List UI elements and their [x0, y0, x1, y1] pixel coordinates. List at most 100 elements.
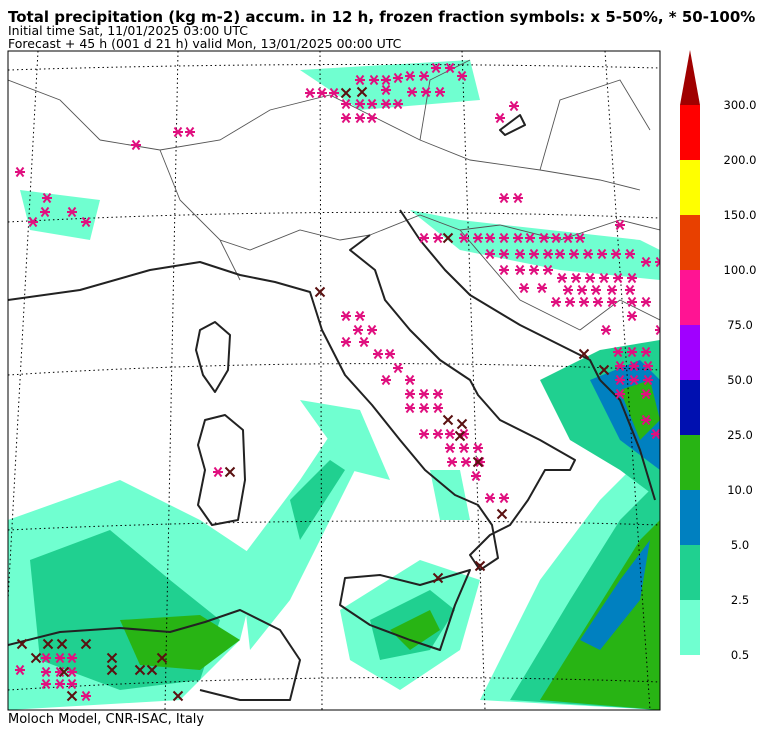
star-symbol	[405, 70, 415, 82]
star-symbol	[641, 256, 651, 268]
star-symbol	[421, 86, 431, 98]
star-symbol	[543, 248, 553, 260]
colorbar: 300.0 200.0 150.0 100.0 75.0 50.0 25.0 10.0 5.0 2…	[680, 50, 756, 662]
star-symbol	[627, 272, 637, 284]
colorbar-segment	[680, 600, 700, 655]
star-symbol	[495, 112, 505, 124]
star-symbol	[431, 62, 441, 74]
colorbar-segment	[680, 545, 700, 600]
star-symbol	[385, 348, 395, 360]
star-symbol	[15, 664, 25, 676]
colorbar-label: 5.0	[731, 538, 749, 552]
star-symbol	[41, 678, 51, 690]
star-symbol	[329, 87, 339, 99]
star-symbol	[485, 492, 495, 504]
star-symbol	[607, 296, 617, 308]
star-symbol	[15, 166, 25, 178]
star-symbol	[317, 87, 327, 99]
x-symbol	[134, 664, 146, 676]
star-symbol	[641, 414, 651, 426]
star-symbol	[213, 466, 223, 478]
star-symbol	[551, 296, 561, 308]
star-symbol	[55, 678, 65, 690]
star-symbol	[67, 666, 77, 678]
star-symbol	[651, 428, 660, 440]
star-symbol	[405, 374, 415, 386]
star-symbol	[42, 192, 52, 204]
x-symbol	[42, 638, 54, 650]
star-symbol	[407, 86, 417, 98]
star-symbol	[641, 346, 651, 358]
star-symbol	[613, 346, 623, 358]
star-symbol	[519, 282, 529, 294]
title: Total precipitation (kg m-2) accum. in 1…	[8, 8, 755, 26]
star-symbol	[341, 310, 351, 322]
colorbar-segment	[680, 270, 700, 325]
star-symbol	[459, 442, 469, 454]
colorbar-segment	[680, 325, 700, 380]
footer: Moloch Model, CNR-ISAC, Italy	[8, 712, 204, 727]
star-symbol	[557, 272, 567, 284]
star-symbol	[563, 232, 573, 244]
star-symbol	[341, 98, 351, 110]
star-symbol	[341, 112, 351, 124]
coastlines	[8, 114, 656, 701]
star-symbol	[543, 264, 553, 276]
star-symbol	[461, 456, 471, 468]
star-symbol	[67, 678, 77, 690]
star-symbol	[615, 360, 625, 372]
x-symbol	[224, 466, 236, 478]
x-symbol	[456, 418, 468, 430]
star-symbol	[433, 388, 443, 400]
star-symbol	[433, 428, 443, 440]
colorbar-segment	[680, 490, 700, 545]
star-symbol	[28, 216, 38, 228]
star-symbol	[525, 232, 535, 244]
star-symbol	[513, 232, 523, 244]
star-symbol	[341, 336, 351, 348]
colorbar-label: 150.0	[724, 208, 757, 222]
star-symbol	[499, 248, 509, 260]
star-symbol	[655, 256, 660, 268]
star-symbol	[405, 388, 415, 400]
star-symbol	[539, 232, 549, 244]
star-symbol	[305, 87, 315, 99]
star-symbol	[393, 72, 403, 84]
star-symbol	[643, 374, 653, 386]
star-symbol	[419, 232, 429, 244]
star-symbol	[433, 402, 443, 414]
star-symbol	[613, 272, 623, 284]
frozen-symbols	[15, 62, 660, 702]
colorbar-label: 75.0	[727, 318, 753, 332]
map-frame	[7, 50, 661, 711]
x-symbol	[16, 638, 28, 650]
star-symbol	[529, 264, 539, 276]
star-symbol	[643, 360, 653, 372]
colorbar-label: 50.0	[727, 373, 753, 387]
x-symbol	[80, 638, 92, 650]
star-symbol	[599, 272, 609, 284]
star-symbol	[445, 428, 455, 440]
star-symbol	[571, 272, 581, 284]
star-symbol	[579, 296, 589, 308]
x-symbol	[454, 430, 466, 442]
colorbar-label: 300.0	[724, 98, 757, 112]
star-symbol	[615, 219, 625, 231]
star-symbol	[577, 284, 587, 296]
star-symbol	[369, 74, 379, 86]
star-symbol	[393, 98, 403, 110]
star-symbol	[499, 492, 509, 504]
star-symbol	[611, 248, 621, 260]
colorbar-label: 100.0	[724, 263, 757, 277]
colorbar-segment	[680, 105, 700, 160]
star-symbol	[419, 388, 429, 400]
star-symbol	[393, 362, 403, 374]
star-symbol	[627, 310, 637, 322]
x-symbol	[146, 664, 158, 676]
star-symbol	[445, 62, 455, 74]
star-symbol	[381, 84, 391, 96]
colorbar-segment	[680, 160, 700, 215]
star-symbol	[405, 402, 415, 414]
x-symbol	[442, 232, 454, 244]
